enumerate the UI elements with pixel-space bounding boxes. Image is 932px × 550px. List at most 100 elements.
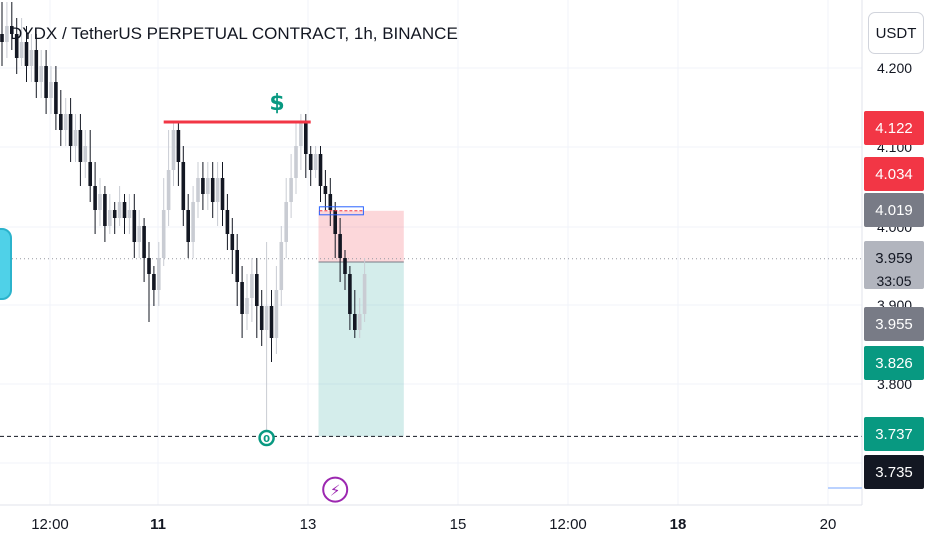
candle-body[interactable]	[0, 34, 4, 42]
candle-body[interactable]	[294, 146, 298, 178]
candle-body[interactable]	[245, 298, 249, 314]
candle-body[interactable]	[250, 274, 254, 298]
candle-body[interactable]	[299, 122, 303, 146]
candle-body[interactable]	[10, 26, 14, 34]
candle-body[interactable]	[29, 50, 34, 66]
candle-body[interactable]	[338, 234, 342, 258]
candle-body[interactable]	[176, 130, 181, 162]
candle-body[interactable]	[215, 178, 220, 202]
candle-body[interactable]	[240, 282, 244, 314]
candle-body[interactable]	[201, 178, 205, 194]
lightning-icon[interactable]	[322, 476, 349, 503]
dollar-icon[interactable]: $	[269, 91, 284, 116]
candle-body[interactable]	[34, 50, 39, 82]
x-tick-label: 15	[450, 516, 467, 533]
price-tag-value: 3.826	[875, 355, 913, 372]
candle-body[interactable]	[44, 66, 48, 98]
candle-body[interactable]	[54, 82, 58, 114]
price-tag[interactable]	[864, 157, 924, 191]
lightning-glyph: ⚡	[330, 482, 341, 500]
candle-body[interactable]	[323, 186, 328, 194]
candle-body[interactable]	[127, 210, 132, 218]
candle-body[interactable]	[362, 274, 367, 314]
candle-body[interactable]	[171, 130, 176, 170]
candle-body[interactable]	[328, 194, 333, 210]
x-tick-label: 12:00	[31, 516, 69, 533]
candle-body[interactable]	[152, 274, 156, 290]
candle-body[interactable]	[78, 130, 83, 162]
candle-body[interactable]	[59, 114, 63, 130]
candle-body[interactable]	[318, 154, 323, 186]
candle-body[interactable]	[353, 314, 357, 330]
candle-body[interactable]	[348, 274, 352, 314]
candle-body[interactable]	[264, 306, 269, 330]
candle-body[interactable]	[259, 306, 264, 330]
candle-body[interactable]	[357, 314, 362, 330]
candle-body[interactable]	[206, 178, 210, 194]
candle-body[interactable]	[73, 130, 78, 146]
candle-body[interactable]	[147, 258, 151, 274]
candle-body[interactable]	[308, 154, 313, 170]
candle-body[interactable]	[186, 210, 190, 242]
candle-body[interactable]	[88, 162, 92, 186]
candle-body[interactable]	[132, 210, 137, 242]
candle-body[interactable]	[117, 202, 122, 218]
candle-body[interactable]	[14, 34, 19, 58]
candle-body[interactable]	[157, 258, 161, 290]
candle-body[interactable]	[269, 306, 274, 338]
price-tag[interactable]	[864, 455, 924, 489]
candle-body[interactable]	[108, 210, 112, 226]
price-tag[interactable]	[864, 307, 924, 341]
price-tag[interactable]	[864, 111, 924, 145]
candle-body[interactable]	[161, 210, 166, 258]
price-tag-value: 4.122	[875, 120, 913, 137]
candle-body[interactable]	[103, 194, 107, 226]
candle-body[interactable]	[225, 210, 230, 234]
candle-body[interactable]	[181, 162, 186, 210]
candle-body[interactable]	[19, 42, 24, 58]
candle-body[interactable]	[142, 226, 146, 258]
candle-body[interactable]	[122, 202, 127, 218]
price-tag-value: 3.955	[875, 316, 913, 333]
candle-body[interactable]	[284, 202, 288, 242]
stop-loss-zone	[318, 210, 404, 262]
zero-circle-icon[interactable]	[258, 429, 275, 447]
price-tag[interactable]	[864, 241, 924, 289]
candle-body[interactable]	[220, 178, 225, 210]
price-tag[interactable]	[864, 346, 924, 380]
candle-body[interactable]	[112, 210, 117, 218]
candle-body[interactable]	[63, 114, 68, 130]
candle-body[interactable]	[333, 210, 337, 234]
candle-body[interactable]	[235, 250, 239, 282]
x-tick-label: 18	[670, 516, 687, 533]
candle-body[interactable]	[230, 234, 235, 250]
candle-body[interactable]	[304, 122, 308, 154]
candle-body[interactable]	[313, 154, 318, 170]
candle-body[interactable]	[255, 274, 259, 306]
side-panel-tab[interactable]	[0, 228, 12, 300]
x-tick-label: 20	[820, 516, 837, 533]
candle-body[interactable]	[343, 258, 347, 274]
candle-body[interactable]	[196, 178, 200, 202]
candle-body[interactable]	[166, 170, 171, 210]
price-tag-value: 3.735	[875, 464, 913, 481]
candle-body[interactable]	[39, 66, 43, 82]
candle-body[interactable]	[191, 202, 195, 242]
candle-body[interactable]	[49, 82, 53, 98]
candle-body[interactable]	[137, 226, 141, 242]
price-tag[interactable]	[864, 417, 924, 451]
candle-body[interactable]	[289, 178, 293, 202]
candle-body[interactable]	[98, 194, 102, 210]
price-tag[interactable]	[864, 193, 924, 227]
candle-body[interactable]	[5, 26, 9, 42]
currency-unit-button[interactable]: USDT	[868, 12, 924, 54]
candle-body[interactable]	[93, 186, 97, 210]
x-tick-label: 12:00	[549, 516, 587, 533]
candle-body[interactable]	[210, 178, 215, 202]
candle-body[interactable]	[24, 42, 29, 66]
candle-body[interactable]	[83, 146, 88, 162]
candle-body[interactable]	[68, 114, 73, 146]
candle-body[interactable]	[279, 242, 284, 290]
candle-body[interactable]	[274, 290, 279, 338]
